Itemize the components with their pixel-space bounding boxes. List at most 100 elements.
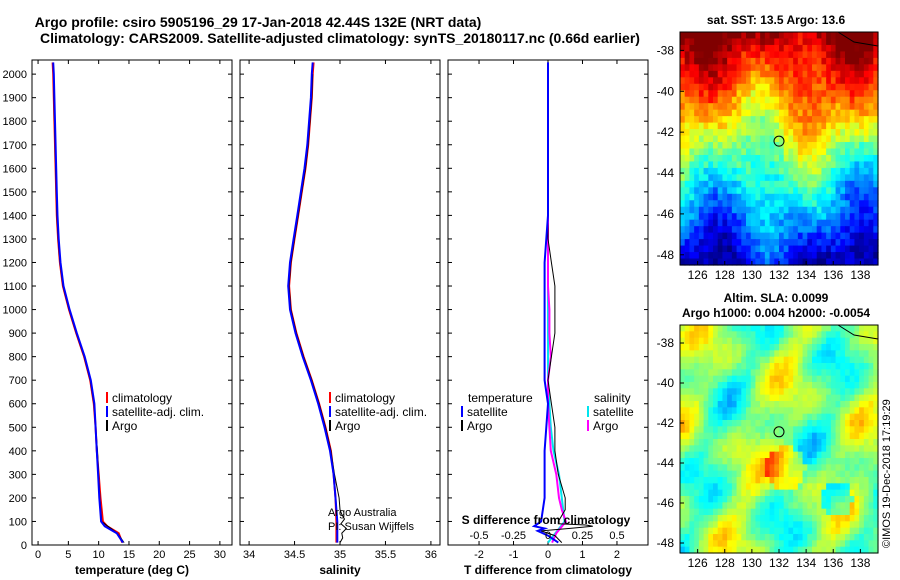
map-cell [760,252,766,260]
map-cell [708,325,714,332]
map-cell [845,103,851,111]
map-cell [722,483,728,491]
map-cell [764,148,771,156]
map-cell [788,193,794,201]
map-cell [755,129,761,137]
map-cell [835,496,841,503]
map-cell [689,83,695,91]
map-cell [736,187,742,195]
map-cell [873,445,879,453]
map-cell [731,38,738,46]
map-cell [722,239,728,247]
map-cell [807,70,813,78]
map-cell [835,103,841,111]
map-cell [703,83,709,91]
map-cell [717,439,724,446]
map-cell [802,187,808,195]
map-cell [779,161,785,169]
map-cell [793,148,799,156]
map-cell [793,252,799,260]
map-cell [845,206,851,214]
map-cell [717,142,724,150]
map-cell [812,470,818,478]
map-cell [788,477,794,484]
map-cell [840,180,846,188]
map-cell [713,219,719,227]
map-cell [845,508,851,516]
map-cell [830,496,837,503]
map-cell [774,445,780,453]
map-cell [769,445,775,453]
map-cell [713,83,719,91]
map-cell [774,135,780,143]
map-cell [788,375,794,383]
map-cell [731,515,738,522]
map-cell [689,401,695,408]
map-cell [788,116,794,124]
map-cell [859,245,865,253]
map-cell [746,388,752,396]
map-cell [760,245,766,253]
map-cell [816,394,823,402]
map-cell [849,103,856,111]
map-cell [868,103,874,111]
map-cell [873,44,879,53]
map-cell [713,337,719,345]
map-cell [821,193,827,201]
map-cell [736,540,742,548]
map-cell [736,83,742,91]
map-cell [797,420,804,427]
map-cell [736,325,742,332]
map-cell [849,344,856,351]
map-cell [694,193,700,201]
map-cell [797,426,804,434]
map-cell [835,154,841,163]
map-cell [835,508,841,516]
map-cell [684,337,691,345]
map-cell [750,96,757,104]
map-cell [835,258,841,266]
map-cell [812,51,818,59]
map-cell [783,382,790,389]
map-cell [854,180,860,188]
map-cell [689,420,695,427]
map-cell [680,239,686,247]
map-cell [793,382,799,389]
map-cell [713,154,719,163]
map-cell [821,325,827,332]
map-cell [769,226,775,234]
map-cell [845,213,851,221]
map-cell [764,32,771,40]
map-cell [802,193,808,201]
map-cell [779,426,785,434]
map-cell [835,148,841,156]
map-cell [854,394,860,402]
map-cell [713,70,719,78]
map-cell [807,38,813,46]
map-cell [797,96,804,104]
map-cell [722,226,728,234]
map-cell [680,394,686,402]
map-cell [845,258,851,266]
map-cell [703,388,709,396]
map-cell [849,369,856,377]
y-tick-label: 400 [9,446,27,458]
map-cell [755,337,761,345]
map-cell [746,70,752,78]
map-cell [764,70,771,78]
map-cell [854,38,860,46]
map-cell [783,32,790,40]
map-cell [830,38,837,46]
map-cell [741,502,747,510]
map-cell [774,103,780,111]
map-cell [769,470,775,478]
map-cell [713,167,719,175]
map-cell [731,57,738,65]
map-cell [736,167,742,175]
map-cell [736,508,742,516]
map-cell [788,64,794,72]
map-cell [849,252,856,260]
map-cell [849,154,856,163]
map-cell [731,122,738,130]
map-cell [816,445,823,453]
